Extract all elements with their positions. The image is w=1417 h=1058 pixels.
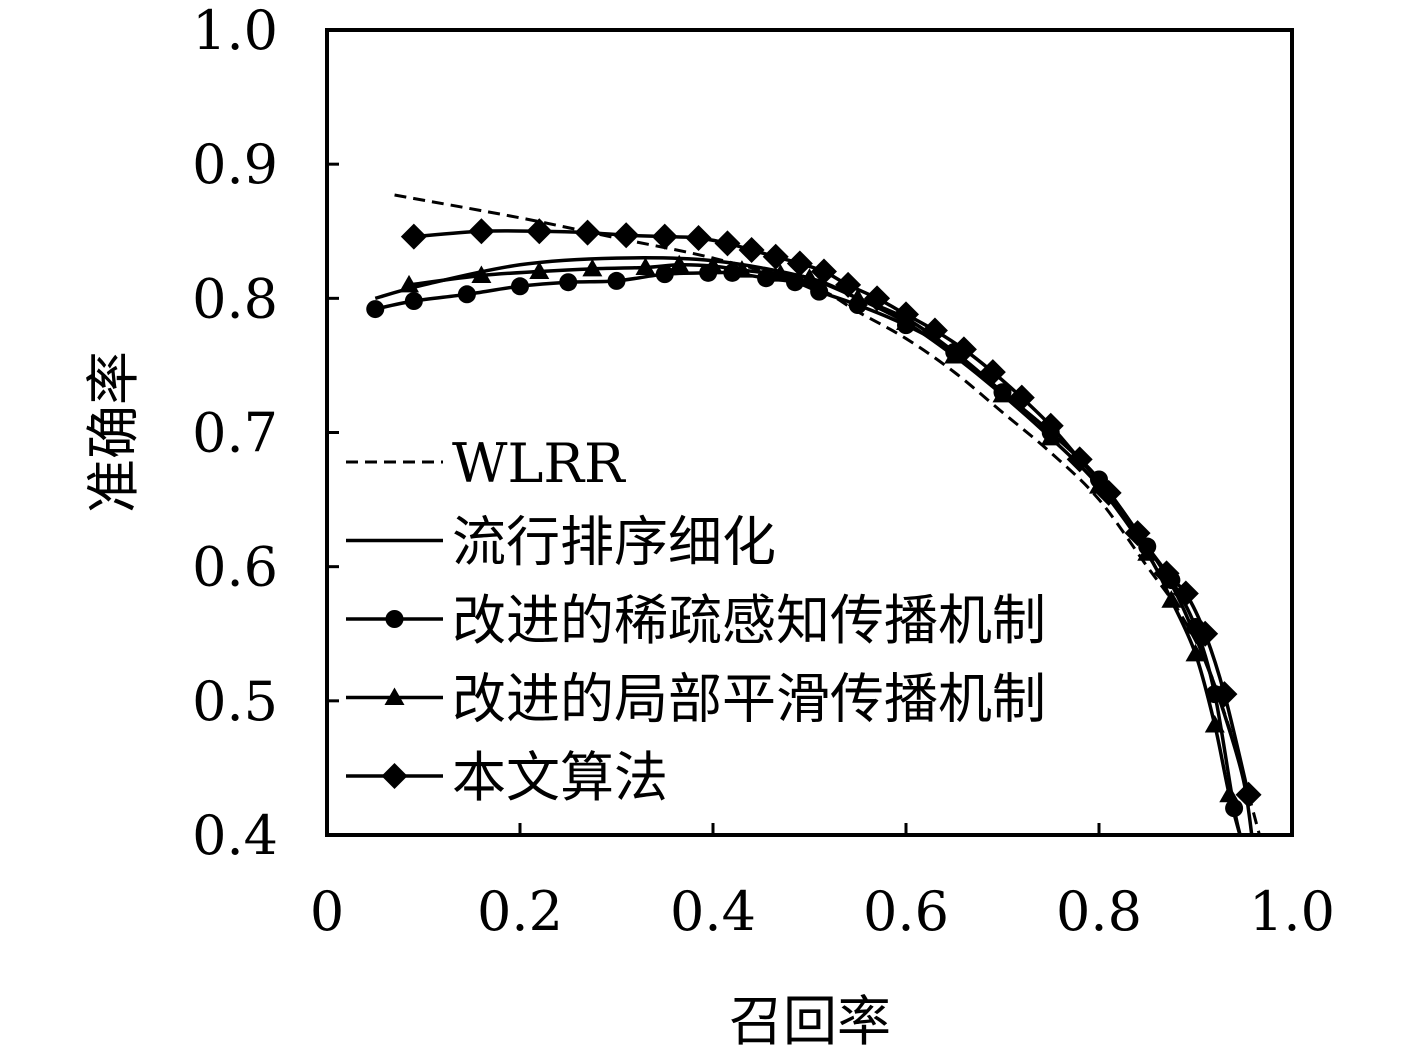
legend-label-manifold-ranking: 流行排序细化 xyxy=(452,511,776,574)
x-tick-label: 0.4 xyxy=(670,880,756,943)
data-point-local-smooth-propagation xyxy=(1204,714,1225,733)
data-point-sparse-propagation xyxy=(810,282,829,301)
data-point-proposed-algorithm xyxy=(893,301,919,328)
legend-sample-proposed-algorithm xyxy=(346,763,443,789)
legend-label-sparse-propagation: 改进的稀疏感知传播机制 xyxy=(452,589,1046,652)
data-point-proposed-algorithm xyxy=(613,222,640,249)
data-point-local-smooth-propagation xyxy=(1185,643,1206,662)
data-point-local-smooth-propagation xyxy=(582,258,603,277)
y-tick-label: 0.8 xyxy=(192,267,278,330)
data-point-proposed-algorithm xyxy=(1008,384,1035,411)
data-point-proposed-algorithm xyxy=(714,230,741,257)
data-point-proposed-algorithm xyxy=(574,219,601,246)
x-tick-label: 0.2 xyxy=(477,880,563,943)
legend-marker-proposed-algorithm xyxy=(381,763,408,789)
x-tick-label: 0.8 xyxy=(1056,880,1142,943)
legend-entry-wlrr: WLRR xyxy=(346,432,626,495)
data-point-local-smooth-propagation xyxy=(529,261,550,279)
legend-entry-local-smooth-propagation: 改进的局部平滑传播机制 xyxy=(346,668,1046,731)
legend-sample-sparse-propagation xyxy=(346,610,443,628)
data-point-sparse-propagation xyxy=(404,292,423,311)
x-tick-labels: 0 0.2 0.4 0.6 0.8 1.0 xyxy=(310,880,1335,943)
data-point-proposed-algorithm xyxy=(786,250,813,277)
data-point-proposed-algorithm xyxy=(1124,520,1151,547)
data-point-proposed-algorithm xyxy=(400,223,427,250)
data-point-local-smooth-propagation xyxy=(731,260,752,278)
series-proposed-algorithm xyxy=(400,218,1262,808)
data-point-local-smooth-propagation xyxy=(944,346,965,364)
x-tick-label: 0 xyxy=(310,880,344,943)
legend-label-proposed-algorithm: 本文算法 xyxy=(452,746,668,809)
x-axis-title: 召回率 xyxy=(729,990,891,1053)
data-point-sparse-propagation xyxy=(559,273,578,292)
data-point-proposed-algorithm xyxy=(950,336,977,363)
data-point-sparse-propagation xyxy=(366,300,385,319)
data-point-proposed-algorithm xyxy=(1172,580,1199,607)
legend-label-wlrr: WLRR xyxy=(452,432,626,495)
x-tick-label: 0.6 xyxy=(863,880,949,943)
data-point-local-smooth-propagation xyxy=(703,256,723,274)
data-point-proposed-algorithm xyxy=(1235,781,1262,808)
legend-label-local-smooth-propagation: 改进的局部平滑传播机制 xyxy=(452,668,1046,731)
data-point-local-smooth-propagation xyxy=(799,268,820,286)
data-point-proposed-algorithm xyxy=(921,317,948,344)
legend-entry-proposed-algorithm: 本文算法 xyxy=(346,746,668,809)
ticks-layer xyxy=(327,162,1101,835)
data-point-sparse-propagation xyxy=(511,277,529,296)
data-point-sparse-propagation xyxy=(786,273,805,292)
data-point-proposed-algorithm xyxy=(651,223,678,250)
legend: WLRR 流行排序细化 改进的稀疏感知传播机制 改进的局部平滑传播机制 本文算法 xyxy=(346,432,1046,809)
y-tick-label: 1.0 xyxy=(192,0,278,62)
data-point-proposed-algorithm xyxy=(810,258,837,285)
data-point-proposed-algorithm xyxy=(1066,446,1093,473)
legend-entry-sparse-propagation: 改进的稀疏感知传播机制 xyxy=(346,589,1046,652)
y-tick-label: 0.5 xyxy=(192,670,278,733)
y-tick-labels: 0.4 0.5 0.6 0.7 0.8 0.9 1.0 xyxy=(192,0,278,867)
data-point-local-smooth-propagation xyxy=(1219,784,1240,803)
data-point-proposed-algorithm xyxy=(1211,681,1238,708)
data-point-local-smooth-propagation xyxy=(770,264,791,282)
y-tick-label: 0.7 xyxy=(192,402,278,465)
data-point-proposed-algorithm xyxy=(1095,479,1122,506)
data-point-proposed-algorithm xyxy=(1037,412,1064,439)
data-point-proposed-algorithm xyxy=(762,243,789,270)
x-tick-label: 1.0 xyxy=(1249,880,1335,943)
y-tick-label: 0.9 xyxy=(192,133,278,196)
data-point-local-smooth-propagation xyxy=(635,257,656,275)
data-point-sparse-propagation xyxy=(655,265,674,284)
data-point-local-smooth-propagation xyxy=(1234,838,1254,856)
legend-sample-local-smooth-propagation xyxy=(346,687,443,705)
data-point-local-smooth-propagation xyxy=(399,274,420,293)
legend-marker-local-smooth-propagation xyxy=(384,687,405,705)
data-point-local-smooth-propagation xyxy=(669,254,690,273)
data-point-proposed-algorithm xyxy=(738,237,765,264)
data-point-sparse-propagation xyxy=(1235,839,1253,857)
data-point-proposed-algorithm xyxy=(1153,560,1180,587)
data-point-sparse-propagation xyxy=(457,285,476,304)
data-point-local-smooth-propagation xyxy=(847,288,868,306)
data-point-local-smooth-propagation xyxy=(1161,590,1182,608)
data-point-proposed-algorithm xyxy=(1192,620,1219,647)
y-axis-title: 准确率 xyxy=(82,351,145,513)
y-tick-label: 0.6 xyxy=(192,536,278,599)
y-tick-label: 0.4 xyxy=(192,804,278,867)
series-layer xyxy=(366,193,1262,857)
data-point-proposed-algorithm xyxy=(864,285,891,312)
data-point-proposed-algorithm xyxy=(685,224,712,251)
legend-marker-sparse-propagation xyxy=(385,610,404,628)
data-point-sparse-propagation xyxy=(607,271,626,290)
data-point-proposed-algorithm xyxy=(835,271,862,298)
data-point-proposed-algorithm xyxy=(526,218,553,245)
legend-entry-manifold-ranking: 流行排序细化 xyxy=(346,511,776,574)
data-point-local-smooth-propagation xyxy=(471,265,492,284)
data-point-local-smooth-propagation xyxy=(992,384,1013,403)
data-point-proposed-algorithm xyxy=(979,359,1006,386)
data-point-proposed-algorithm xyxy=(468,218,495,245)
